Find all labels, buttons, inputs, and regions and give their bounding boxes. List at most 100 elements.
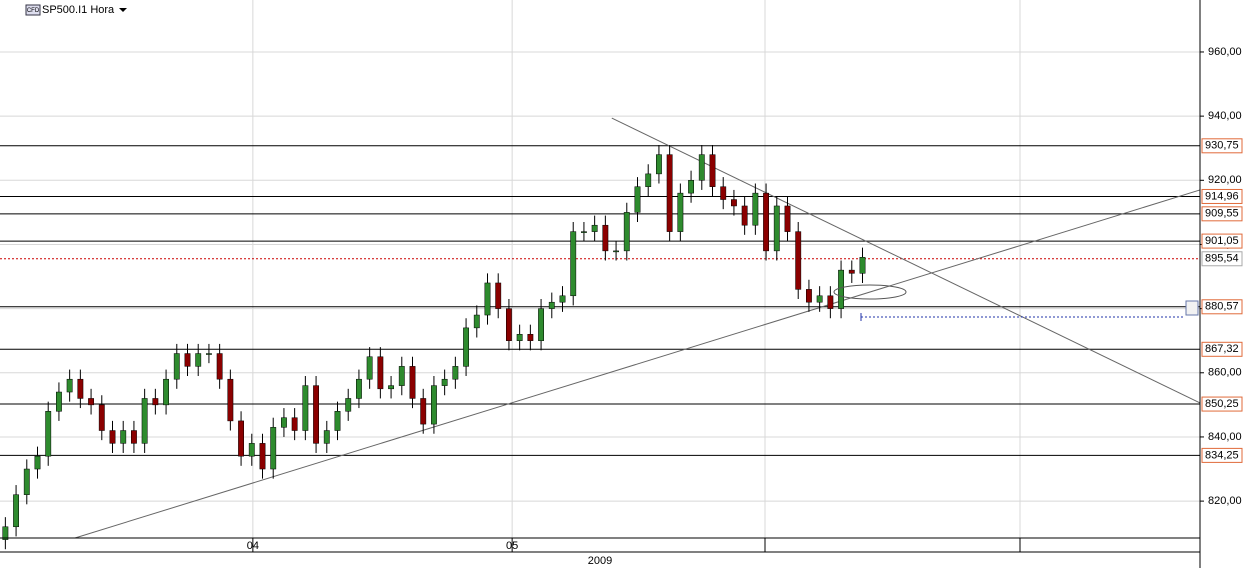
candle-body	[816, 295, 823, 303]
candle-body	[398, 366, 405, 386]
candle-body	[613, 250, 620, 253]
candle-body	[23, 468, 30, 495]
candle-body	[581, 231, 587, 233]
price-label: 895,54	[1205, 253, 1239, 265]
candle-body	[141, 398, 148, 444]
candle-body	[238, 420, 244, 457]
level-box	[1201, 299, 1243, 315]
candle-body	[313, 385, 319, 444]
candle-body	[806, 289, 812, 303]
candle-body	[591, 224, 598, 232]
y-tick-label: 860,00	[1208, 367, 1242, 379]
candle-body	[88, 398, 95, 406]
y-tick-label: 940,00	[1208, 110, 1242, 122]
candle-body	[66, 378, 73, 393]
candle-body	[184, 353, 191, 367]
candle-body	[377, 356, 384, 390]
candle-body	[13, 494, 20, 528]
candle-body	[291, 417, 298, 431]
candle-body	[120, 430, 127, 444]
candle-body	[173, 353, 180, 380]
candle-body	[827, 295, 834, 309]
candle-body	[281, 417, 287, 428]
chart-title: SP500.I1 Hora	[42, 4, 115, 16]
level-label: 909,55	[1205, 208, 1239, 220]
candle-body	[795, 231, 802, 290]
level-box	[1201, 396, 1243, 412]
candle-body	[388, 385, 394, 390]
candle-body	[645, 173, 652, 187]
candle-body	[623, 212, 630, 252]
dropdown-arrow[interactable]	[119, 8, 127, 12]
candle-body	[195, 353, 202, 367]
candle-body	[77, 378, 84, 399]
candle-body	[163, 378, 169, 406]
candle-body	[152, 398, 159, 406]
candle-body	[409, 366, 416, 399]
candle-body	[570, 231, 577, 297]
candle-body	[741, 205, 748, 226]
candle-body	[323, 430, 330, 444]
candle-body	[602, 224, 609, 252]
candle-body	[270, 427, 277, 470]
level-box	[1201, 233, 1243, 249]
candle-body	[56, 391, 62, 412]
y-tick-label: 920,00	[1208, 174, 1242, 186]
candle-body	[34, 455, 41, 470]
y-tick-label: 820,00	[1208, 495, 1242, 507]
candle-body	[634, 186, 641, 213]
candle-body	[752, 192, 759, 226]
candle-body	[431, 385, 437, 425]
candle-body	[484, 282, 491, 316]
candle-body	[248, 443, 255, 457]
ellipse-annotation	[833, 284, 907, 300]
cfd-icon-text: CFD	[27, 8, 40, 14]
candle-body	[259, 443, 266, 470]
candle-body	[656, 154, 662, 175]
candle-body	[441, 378, 448, 386]
candle-body	[516, 334, 523, 341]
candle-body	[763, 192, 770, 252]
level-label: 914,96	[1205, 190, 1239, 202]
candle-body	[698, 154, 705, 181]
candle-body	[227, 378, 234, 422]
candle-body	[538, 308, 545, 341]
candle-body	[495, 282, 502, 309]
candle-body	[345, 398, 352, 412]
candle-body	[334, 411, 341, 431]
candle-body	[45, 411, 52, 457]
candle-body	[131, 430, 137, 444]
candle-body	[731, 199, 737, 207]
level-box	[1201, 447, 1243, 463]
candle-body	[548, 301, 555, 309]
candle-body	[206, 353, 212, 355]
candle-body	[98, 404, 105, 431]
level-label: 867,32	[1205, 343, 1239, 355]
candle-body	[688, 180, 695, 194]
candle-body	[506, 308, 512, 341]
candle-body	[473, 314, 480, 329]
candle-body	[677, 192, 684, 232]
candle-body	[784, 205, 791, 232]
candle-body	[859, 257, 866, 274]
plot	[0, 0, 1201, 550]
level-box	[1201, 206, 1243, 222]
y-tick-label: 960,00	[1208, 46, 1242, 58]
level-box	[1201, 138, 1243, 154]
candle-body	[109, 430, 116, 444]
candle-body	[420, 398, 427, 425]
candle-body	[463, 327, 469, 367]
level-label: 880,57	[1205, 301, 1239, 313]
level-label: 850,25	[1205, 398, 1239, 410]
candle-body	[452, 366, 459, 380]
x-tick-label: 05	[506, 540, 518, 552]
candle-body	[366, 356, 373, 380]
cfd-icon	[25, 4, 41, 16]
level-box	[1201, 341, 1243, 357]
candle-body	[838, 269, 845, 309]
candle-body	[302, 385, 309, 431]
order-icon[interactable]	[1185, 300, 1199, 316]
candle-body	[559, 295, 566, 303]
